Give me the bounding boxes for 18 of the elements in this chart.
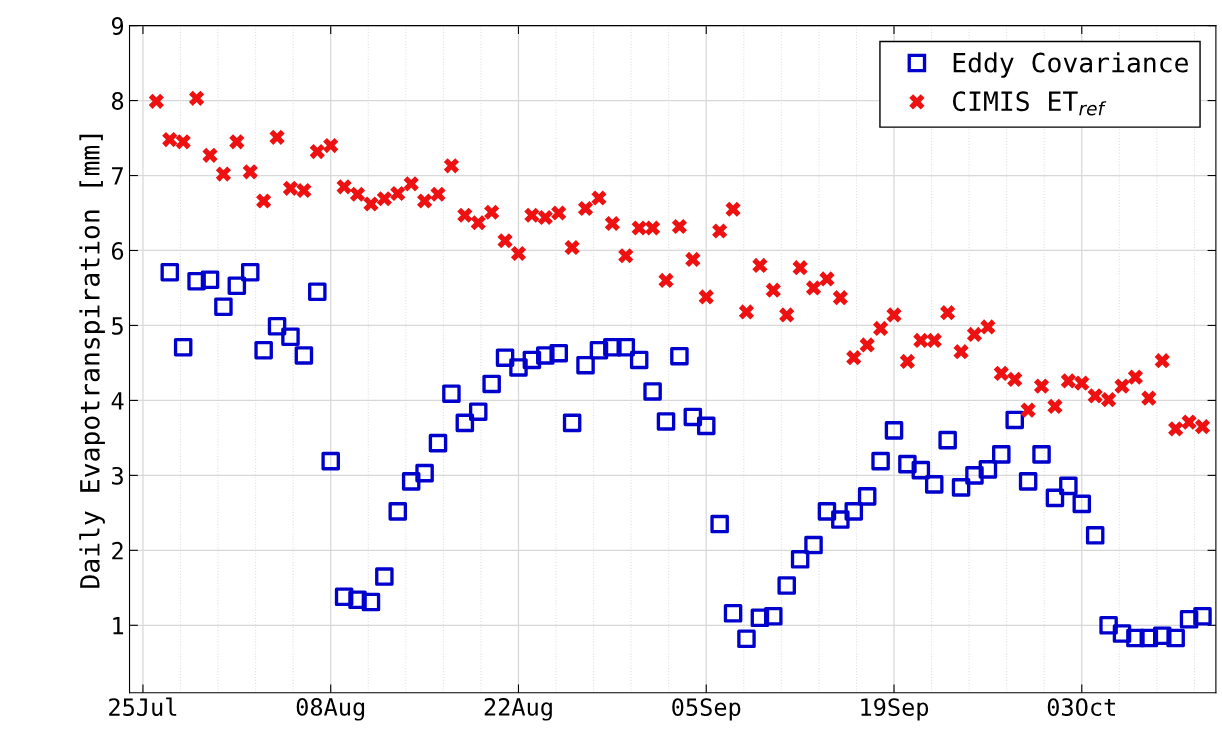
y-axis-title: Daily Evapotranspiration [mm] — [79, 134, 105, 588]
x-tick-label: 22Aug — [484, 698, 552, 721]
y-tick-label: 4 — [111, 392, 124, 410]
x-tick-label: 08Aug — [296, 698, 365, 721]
x-tick-label: 05Sep — [672, 698, 741, 721]
legend-label: CIMIS ET$_{ref}$ — [952, 91, 1107, 116]
y-tick-label: 1 — [113, 617, 124, 635]
y-tick-label: 6 — [111, 242, 124, 260]
y-tick-label: 9 — [111, 17, 124, 35]
y-tick-label: 8 — [111, 92, 124, 110]
x-tick-label: 03Oct — [1047, 698, 1115, 717]
x-tick-label: 19Sep — [861, 698, 929, 721]
y-tick-label: 7 — [112, 167, 123, 185]
legend-label: Eddy Covariance — [953, 52, 1188, 78]
y-tick-label: 3 — [112, 466, 123, 485]
y-tick-label: 2 — [112, 541, 123, 560]
y-tick-label: 5 — [112, 317, 123, 335]
x-tick-label: 25Jul — [109, 697, 177, 717]
